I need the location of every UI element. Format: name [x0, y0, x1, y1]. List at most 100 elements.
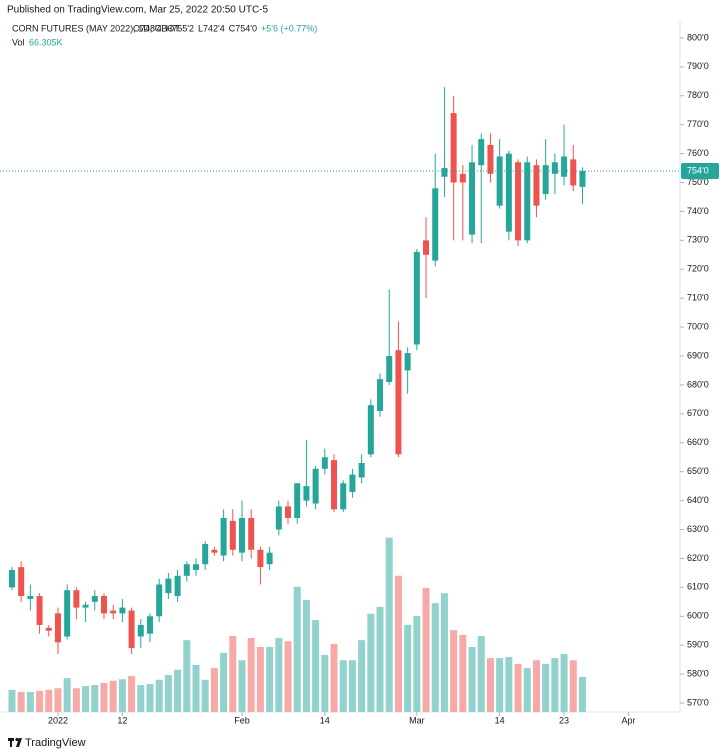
readout-item: O748'4 [133, 23, 162, 33]
volume-bar [542, 663, 550, 712]
candle-body [386, 356, 393, 383]
candle-body [340, 483, 347, 510]
x-tick-label: 23 [559, 715, 569, 725]
volume-bar [238, 660, 246, 712]
y-tick-label: 620'0 [687, 553, 709, 563]
volume-bar [8, 689, 16, 712]
candle-body [18, 567, 25, 597]
candle-body [36, 596, 43, 625]
volume-bar [82, 686, 90, 712]
candle-body [551, 162, 558, 174]
volume-bar [100, 682, 108, 712]
candle-body [91, 596, 98, 602]
candle-body [377, 379, 384, 411]
candle-body [137, 624, 144, 637]
candle-body [505, 153, 512, 232]
candle-body [110, 610, 117, 614]
candle-body [404, 353, 411, 371]
candle-body [229, 520, 236, 550]
y-tick-label: 740'0 [687, 206, 709, 216]
candle-body [524, 162, 531, 241]
candle-body [128, 610, 135, 649]
volume-bar [109, 680, 117, 712]
chart-title: CORN FUTURES (MAY 2022), 1D, CBOT [12, 23, 180, 33]
candle-body [579, 170, 586, 187]
candle-body [100, 596, 107, 614]
candle-body [266, 552, 273, 565]
y-tick-label: 690'0 [687, 350, 709, 360]
volume-bar [72, 688, 80, 712]
last-price-tag [681, 162, 719, 179]
y-tick-label: 590'0 [687, 640, 709, 650]
y-tick-label: 780'0 [687, 90, 709, 100]
volume-bar [256, 647, 264, 712]
y-tick-label: 790'0 [687, 61, 709, 71]
y-tick-label: 720'0 [687, 264, 709, 274]
candle-body [441, 168, 448, 177]
volume-bar [229, 635, 237, 712]
brand-logo [8, 737, 22, 747]
y-tick-label: 770'0 [687, 119, 709, 129]
x-tick-label: Mar [409, 715, 425, 725]
volume-bar [17, 691, 25, 712]
candle-body [487, 144, 494, 174]
candle-body [8, 570, 15, 588]
volume-bar [358, 640, 366, 712]
plot [0, 87, 680, 712]
candle-body [248, 517, 255, 550]
x-tick-label: 2022 [48, 715, 68, 725]
volume-bar [275, 638, 283, 712]
candle-body [73, 590, 80, 608]
volume-bar [339, 660, 347, 712]
volume-bar [192, 664, 200, 712]
y-tick-label: 730'0 [687, 235, 709, 245]
candle-body [349, 474, 356, 492]
volume-bar [164, 675, 172, 712]
y-tick-label: 700'0 [687, 321, 709, 331]
volume-bar [284, 641, 292, 712]
volume-bar [578, 676, 586, 712]
candle-body [27, 596, 34, 599]
candle-body [413, 251, 420, 345]
published-note: Published on TradingView.com, Mar 25, 20… [7, 5, 269, 16]
last-price-label: 754'0 [687, 165, 709, 175]
volume-bar [367, 613, 375, 712]
volume-bar [440, 593, 448, 712]
volume-bar [174, 669, 182, 712]
volume-bar [45, 689, 53, 712]
candle-body [119, 607, 126, 614]
volume-bar [155, 679, 163, 712]
volume-bar [312, 620, 320, 712]
y-tick-label: 760'0 [687, 148, 709, 158]
volume-bar [394, 575, 402, 712]
x-tick-label: Feb [234, 715, 250, 725]
candle-body [174, 575, 181, 597]
volume-bar [210, 668, 218, 712]
candle-body [192, 564, 199, 571]
volume-bar [523, 668, 531, 712]
volume-bar [293, 586, 301, 712]
candle-body [515, 162, 522, 241]
volume-bar [459, 634, 467, 712]
candle-body [312, 468, 319, 504]
x-tick-label: 14 [495, 715, 505, 725]
volume-bar [477, 635, 485, 712]
candle-body [303, 486, 310, 501]
y-tick-label: 660'0 [687, 437, 709, 447]
volume-bar [63, 678, 71, 712]
readout-item: +5'6 (+0.77%) [261, 23, 317, 33]
volume-bar [54, 688, 62, 712]
volume-bar [91, 685, 99, 712]
volume-bar [302, 600, 310, 712]
candle-body [165, 578, 172, 594]
volume-bar [404, 624, 412, 712]
volume-bar [551, 658, 559, 712]
volume-bar [118, 679, 126, 712]
volume-bar [137, 685, 145, 712]
candle-body [257, 549, 264, 568]
candle-body [220, 517, 227, 556]
y-tick-label: 570'0 [687, 697, 709, 707]
volume-bar [496, 658, 504, 712]
